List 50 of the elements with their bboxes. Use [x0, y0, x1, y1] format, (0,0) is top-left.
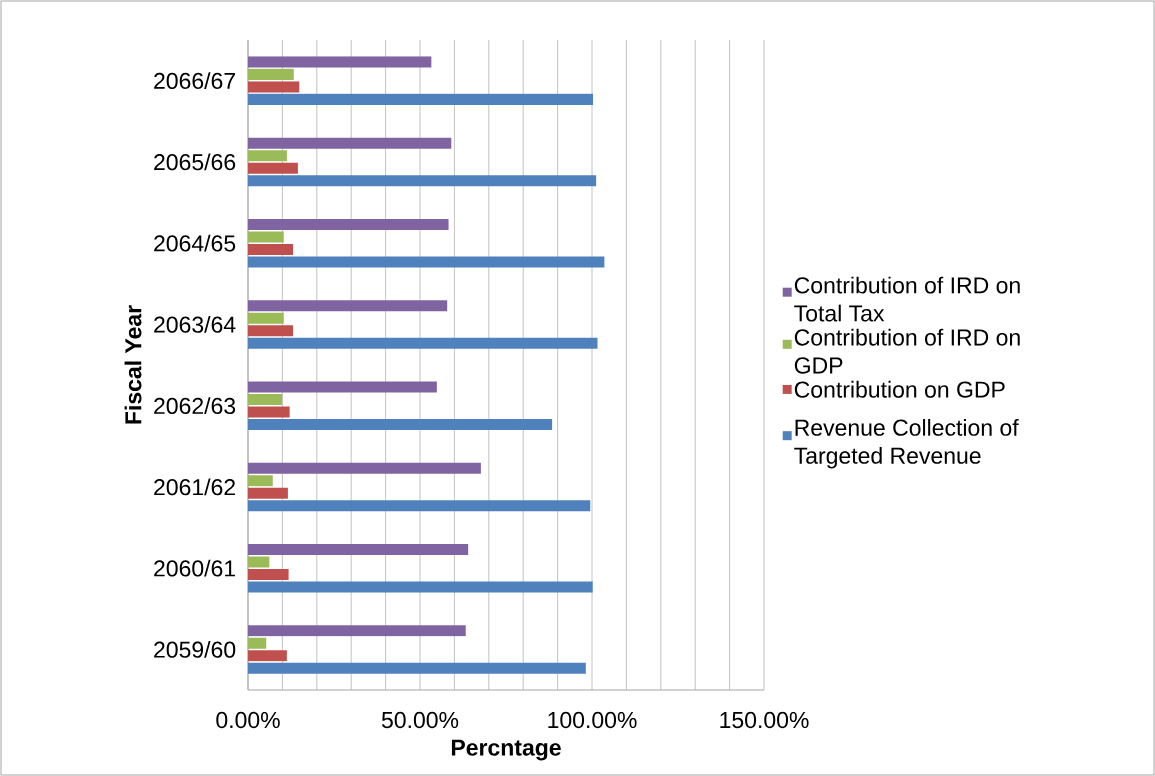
- bar: [248, 393, 283, 405]
- bar: [248, 68, 294, 80]
- bar: [248, 418, 553, 430]
- y-tick-label: 2065/66: [154, 153, 236, 171]
- bar: [248, 487, 288, 499]
- y-tick-label: 2060/61: [154, 559, 235, 577]
- bar: [248, 243, 294, 255]
- bar: [248, 406, 290, 418]
- y-tick-label: 2063/64: [154, 315, 236, 333]
- bar: [248, 93, 594, 105]
- legend-label: Contribution on GDP: [794, 380, 1005, 398]
- legend-label: Contribution of IRD on Total Tax: [794, 276, 1020, 322]
- bar: [248, 637, 267, 649]
- bar: [248, 337, 598, 349]
- x-tick-label: 150.00%: [720, 711, 809, 729]
- bar: [248, 650, 287, 662]
- bar: [248, 325, 294, 337]
- y-tick-label: 2059/60: [154, 640, 236, 658]
- bar: [248, 218, 449, 230]
- bar: [248, 381, 437, 393]
- legend-label: Contribution of IRD on GDP: [794, 328, 1020, 374]
- bar: [248, 556, 270, 568]
- x-axis-title: Percntage: [451, 739, 561, 761]
- bar: [248, 175, 597, 187]
- y-tick-label: 2066/67: [154, 72, 235, 90]
- bar: [248, 256, 605, 268]
- bar: [248, 581, 593, 593]
- bar: [248, 462, 481, 474]
- x-tick-label: 0.00%: [216, 711, 280, 729]
- bar: [248, 625, 466, 637]
- x-tick-label: 50.00%: [381, 711, 459, 729]
- bar: [248, 312, 284, 324]
- bar: [248, 150, 287, 162]
- x-tick-label: 100.00%: [548, 711, 637, 729]
- y-tick-label: 2064/65: [154, 234, 236, 252]
- legend-label: Revenue Collection of Targeted Revenue: [794, 418, 1019, 469]
- bar: [248, 475, 273, 487]
- y-axis-title: Fiscal Year: [124, 305, 142, 424]
- bar: [248, 300, 448, 312]
- bar: [248, 500, 591, 512]
- bar: [248, 568, 289, 580]
- bar: [248, 543, 469, 555]
- y-tick-label: 2061/62: [154, 478, 235, 496]
- bar: [248, 162, 298, 174]
- y-tick-label: 2062/63: [154, 397, 236, 415]
- bar: [248, 662, 586, 674]
- bar: [248, 137, 452, 149]
- bar: [248, 81, 300, 93]
- bar: [248, 231, 284, 243]
- bar: [248, 56, 432, 68]
